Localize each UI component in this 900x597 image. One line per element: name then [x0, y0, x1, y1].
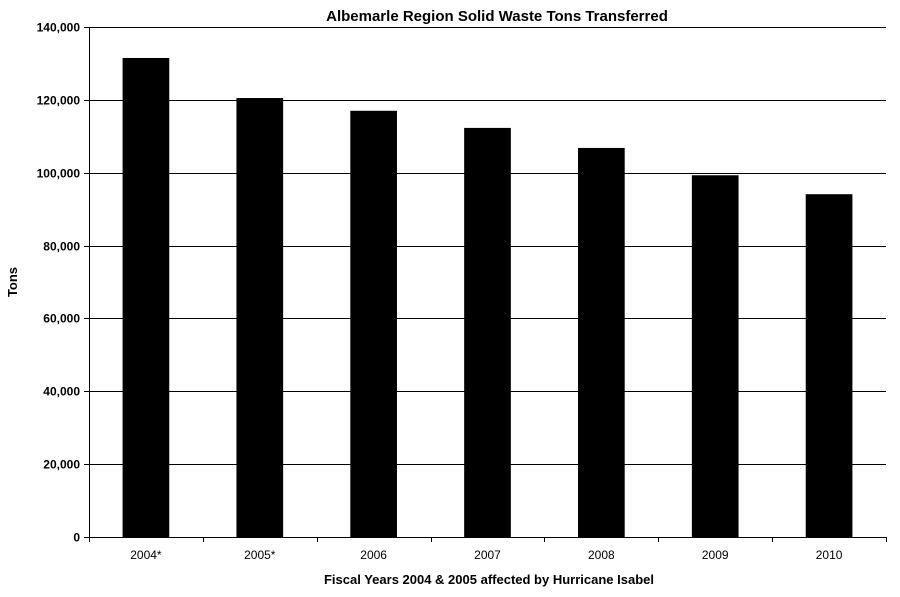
y-tick-label: 140,000 — [37, 21, 81, 35]
bar-2005 — [236, 98, 284, 538]
y-tick-label: 60,000 — [43, 312, 80, 326]
x-tick-label: 2007 — [474, 548, 501, 562]
chart-title: Albemarle Region Solid Waste Tons Transf… — [326, 8, 668, 25]
y-tick-label: 100,000 — [37, 167, 81, 181]
bar-2009 — [691, 175, 739, 537]
bars — [122, 57, 853, 538]
bar-2006 — [350, 110, 397, 538]
y-axis-label: Tons — [5, 267, 20, 297]
bar-2008 — [578, 147, 625, 537]
y-tick-label: 120,000 — [37, 94, 81, 108]
x-tick-label: 2005* — [244, 548, 276, 562]
x-tick-label: 2008 — [588, 548, 615, 562]
bar-2004 — [122, 57, 170, 537]
x-axis-label: Fiscal Years 2004 & 2005 affected by Hur… — [324, 572, 654, 587]
x-tick-label: 2010 — [816, 548, 843, 562]
x-tick-label: 2004* — [130, 548, 162, 562]
x-tick-label: 2009 — [702, 548, 729, 562]
x-tick-labels: 2004* 2005* 2006 2007 2008 2009 2010 — [130, 548, 843, 562]
x-tick-label: 2006 — [360, 548, 387, 562]
y-tick-label: 40,000 — [43, 385, 80, 399]
axes — [84, 27, 887, 542]
y-tick-labels: 0 20,000 40,000 60,000 80,000 100,000 120,000 1… — [37, 21, 81, 545]
bar-2007 — [464, 127, 511, 538]
bar-2010 — [805, 194, 853, 537]
y-tick-label: 0 — [73, 531, 80, 545]
y-tick-label: 80,000 — [43, 240, 80, 254]
y-tick-label: 20,000 — [43, 458, 80, 472]
